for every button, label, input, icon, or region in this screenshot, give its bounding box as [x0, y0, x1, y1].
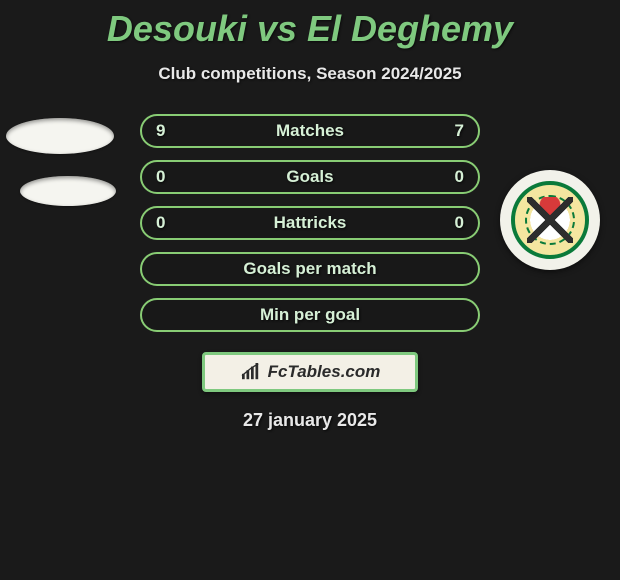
- stat-row-goals: 0 Goals 0: [140, 160, 480, 194]
- stat-label: Goals per match: [243, 259, 376, 279]
- stat-row-goals-per-match: Goals per match: [140, 252, 480, 286]
- stat-value-left: 0: [156, 213, 165, 233]
- brand-logo-box: FcTables.com: [202, 352, 418, 392]
- stats-list: 9 Matches 7 0 Goals 0 0 Hattricks 0 Goal…: [140, 114, 480, 332]
- stat-label: Goals: [286, 167, 333, 187]
- brand-logo-text: FcTables.com: [268, 362, 381, 382]
- stat-value-left: 0: [156, 167, 165, 187]
- player-left-shape-1: [6, 118, 114, 154]
- club-crest-inner: [511, 181, 589, 259]
- stat-row-matches: 9 Matches 7: [140, 114, 480, 148]
- stat-value-right: 7: [455, 121, 464, 141]
- page-title: Desouki vs El Deghemy: [0, 0, 620, 50]
- stat-label: Hattricks: [274, 213, 347, 233]
- stat-row-hattricks: 0 Hattricks 0: [140, 206, 480, 240]
- stat-row-min-per-goal: Min per goal: [140, 298, 480, 332]
- player-left-shape-2: [20, 176, 116, 206]
- stat-value-left: 9: [156, 121, 165, 141]
- stat-value-right: 0: [455, 213, 464, 233]
- subtitle: Club competitions, Season 2024/2025: [0, 64, 620, 84]
- stat-value-right: 0: [455, 167, 464, 187]
- stat-label: Matches: [276, 121, 344, 141]
- bar-chart-icon: [240, 363, 262, 381]
- date-label: 27 january 2025: [0, 410, 620, 431]
- club-crest-right: [500, 170, 600, 270]
- stat-label: Min per goal: [260, 305, 360, 325]
